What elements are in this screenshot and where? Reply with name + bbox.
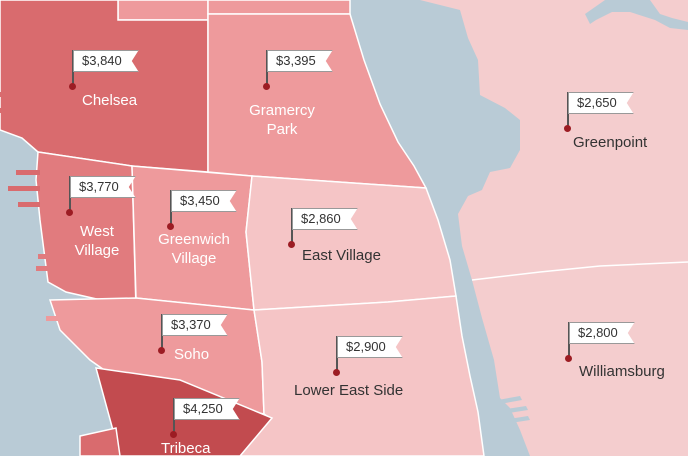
price-flag-chelsea: $3,840 bbox=[73, 50, 139, 72]
price-flag-williamsburg: $2,800 bbox=[569, 322, 635, 344]
pin-east-village[interactable]: $2,860 bbox=[288, 208, 348, 258]
newtown-creek bbox=[585, 0, 688, 30]
pin-williamsburg[interactable]: $2,800 bbox=[565, 322, 625, 372]
pin-pole bbox=[291, 208, 293, 244]
price-flag-west-village: $3,770 bbox=[70, 176, 136, 198]
pin-dot bbox=[564, 125, 571, 132]
pin-chelsea[interactable]: $3,840 bbox=[69, 50, 129, 100]
pin-dot bbox=[158, 347, 165, 354]
label-lower-east-side: Lower East Side bbox=[294, 382, 404, 399]
brooklyn-piers bbox=[498, 396, 530, 424]
pin-soho[interactable]: $3,370 bbox=[158, 314, 218, 364]
pin-pole bbox=[266, 50, 268, 86]
pin-west-village[interactable]: $3,770 bbox=[66, 176, 126, 226]
pin-dot bbox=[69, 83, 76, 90]
pin-pole bbox=[170, 190, 172, 226]
label-chelsea: Chelsea bbox=[82, 92, 138, 109]
pin-les[interactable]: $2,900 bbox=[333, 336, 393, 386]
pin-dot bbox=[167, 223, 174, 230]
pin-pole bbox=[567, 92, 569, 128]
pin-pole bbox=[173, 398, 175, 434]
region-east-village bbox=[245, 175, 457, 311]
price-flag-gramercy: $3,395 bbox=[267, 50, 333, 72]
pin-dot bbox=[66, 209, 73, 216]
label-east-village: East Village bbox=[302, 247, 381, 264]
brooklyn-boundary bbox=[471, 261, 688, 281]
price-flag-tribeca: $4,250 bbox=[174, 398, 240, 420]
label-greenpoint: Greenpoint bbox=[573, 134, 648, 151]
hudson-piers bbox=[0, 92, 40, 207]
label-soho: Soho bbox=[174, 346, 210, 363]
region-top-right bbox=[207, 0, 351, 15]
pin-greenwich[interactable]: $3,450 bbox=[167, 190, 227, 240]
price-flag-soho: $3,370 bbox=[162, 314, 228, 336]
west-village-piers bbox=[36, 254, 60, 271]
pin-dot bbox=[170, 431, 177, 438]
pin-tribeca[interactable]: $4,250 bbox=[170, 398, 230, 448]
price-flag-east-village: $2,860 bbox=[292, 208, 358, 230]
label-williamsburg: Williamsburg bbox=[579, 363, 665, 380]
label-west-village: West Village bbox=[74, 223, 120, 259]
label-tribeca: Tribeca bbox=[161, 440, 211, 456]
pin-gramercy[interactable]: $3,395 bbox=[263, 50, 323, 100]
pin-dot bbox=[333, 369, 340, 376]
pin-pole bbox=[72, 50, 74, 86]
pin-pole bbox=[161, 314, 163, 350]
pin-pole bbox=[69, 176, 71, 212]
soho-piers bbox=[46, 316, 60, 321]
pin-dot bbox=[565, 355, 572, 362]
pin-pole bbox=[336, 336, 338, 372]
region-lower-left bbox=[79, 427, 121, 456]
label-gramercy: Gramercy Park bbox=[249, 102, 315, 138]
price-flag-greenwich: $3,450 bbox=[171, 190, 237, 212]
price-flag-les: $2,900 bbox=[337, 336, 403, 358]
price-flag-greenpoint: $2,650 bbox=[568, 92, 634, 114]
label-greenwich: Greenwich Village bbox=[158, 231, 230, 267]
pin-dot bbox=[263, 83, 270, 90]
pin-dot bbox=[288, 241, 295, 248]
pin-pole bbox=[568, 322, 570, 358]
region-top-strip bbox=[117, 0, 209, 21]
pin-greenpoint[interactable]: $2,650 bbox=[564, 92, 624, 142]
region-les bbox=[239, 295, 485, 456]
